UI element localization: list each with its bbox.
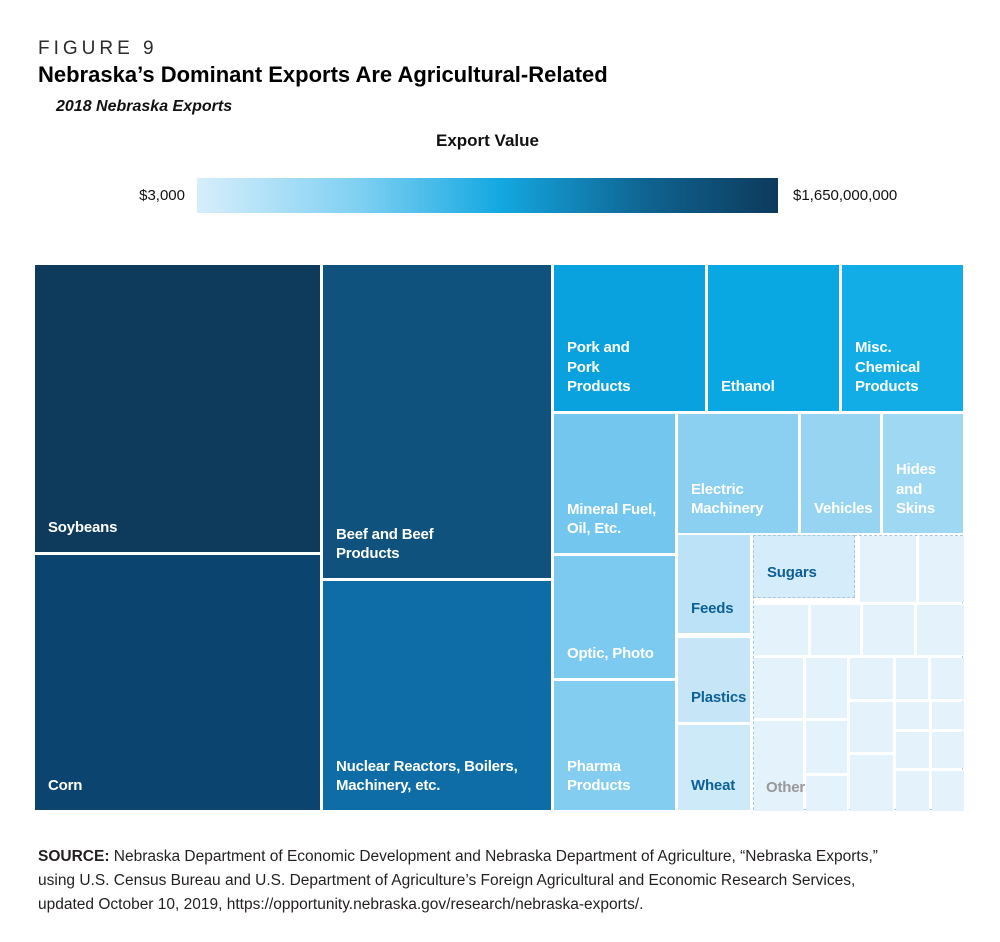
legend-max-label: $1,650,000,000 <box>793 187 898 204</box>
treemap-cell-other-item <box>806 776 847 811</box>
treemap-cell-other-item <box>850 755 893 811</box>
treemap-cell-other-item <box>754 658 803 718</box>
treemap-cell-label: Ethanol <box>721 377 775 395</box>
treemap-cell-other-item <box>932 771 964 811</box>
treemap-cell-hides-and-skins: Hides and Skins <box>883 414 963 533</box>
treemap-cell-label: Corn <box>48 776 83 794</box>
source-label: SOURCE: <box>38 848 110 865</box>
treemap-cell-label: Electric Machinery <box>691 480 764 517</box>
treemap-cell-other-item <box>806 721 847 773</box>
treemap-cell-other-item <box>863 605 914 655</box>
treemap-cell-nuclear-reactors-boilers-machinery: Nuclear Reactors, Boilers, Machinery, et… <box>323 581 551 810</box>
treemap-cell-label: Soybeans <box>48 518 118 536</box>
treemap-cell-ethanol: Ethanol <box>708 265 839 411</box>
treemap-cell-optic-photo: Optic, Photo <box>554 556 675 678</box>
treemap-cell-label: Pharma Products <box>567 757 631 794</box>
treemap-group-other: Other <box>753 535 964 811</box>
treemap-cell-mineral-fuel-oil: Mineral Fuel, Oil, Etc. <box>554 414 675 553</box>
treemap-cell-feeds: Feeds <box>678 535 750 633</box>
treemap-cell-other-item <box>754 605 808 655</box>
treemap-cell-other-item <box>931 658 964 699</box>
treemap-cell-other-item <box>932 702 964 729</box>
treemap-cell-label: Optic, Photo <box>567 644 654 662</box>
figure-label: FIGURE 9 <box>38 38 158 59</box>
treemap-cell-other-item <box>850 702 893 752</box>
treemap: Other Soybeans Corn Beef and Beef Products N… <box>35 265 964 811</box>
treemap-cell-label: Nuclear Reactors, Boilers, Machinery, et… <box>336 757 518 794</box>
treemap-cell-electric-machinery: Electric Machinery <box>678 414 798 533</box>
treemap-cell-corn: Corn <box>35 555 320 810</box>
treemap-cell-other-item <box>754 721 803 811</box>
treemap-cell-misc-chemical-products: Misc. Chemical Products <box>842 265 963 411</box>
legend-gradient-bar <box>197 178 778 213</box>
figure-subtitle: 2018 Nebraska Exports <box>56 98 233 115</box>
treemap-cell-other-item <box>896 658 928 699</box>
treemap-cell-label: Hides and Skins <box>896 461 936 517</box>
treemap-cell-label: Pork and Pork Products <box>567 339 631 395</box>
treemap-cell-vehicles: Vehicles <box>801 414 880 533</box>
treemap-cell-other-item <box>850 658 893 699</box>
legend-min-label: $3,000 <box>139 187 185 204</box>
treemap-cell-other-item <box>896 732 929 768</box>
treemap-cell-label: Mineral Fuel, Oil, Etc. <box>567 500 657 537</box>
source-text: Nebraska Department of Economic Developm… <box>38 848 878 913</box>
treemap-cell-label: Feeds <box>691 599 734 617</box>
legend-title: Export Value <box>436 131 539 150</box>
treemap-cell-wheat: Wheat <box>678 725 750 810</box>
treemap-cell-label: Vehicles <box>814 499 873 517</box>
treemap-cell-other-item <box>860 536 916 602</box>
treemap-cell-other-item <box>896 771 929 811</box>
treemap-cell-beef-and-beef-products: Beef and Beef Products <box>323 265 551 578</box>
treemap-cell-label: Sugars <box>767 563 817 581</box>
treemap-cell-label: Wheat <box>691 776 736 794</box>
treemap-cell-other-item <box>932 732 964 768</box>
treemap-cell-other-item <box>811 605 860 655</box>
treemap-cell-label: Beef and Beef Products <box>336 525 434 562</box>
treemap-cell-pharma-products: Pharma Products <box>554 681 675 810</box>
treemap-cell-other-item <box>917 605 964 655</box>
treemap-cell-other-label: Other <box>766 779 806 796</box>
treemap-cell-plastics: Plastics <box>678 638 750 722</box>
treemap-cell-sugars: Sugars <box>753 535 855 598</box>
treemap-cell-other-item <box>896 702 929 729</box>
treemap-cell-other-item <box>806 658 847 718</box>
treemap-cell-soybeans: Soybeans <box>35 265 320 552</box>
treemap-cell-label: Misc. Chemical Products <box>855 339 921 395</box>
figure-title: Nebraska’s Dominant Exports Are Agricult… <box>38 62 608 87</box>
treemap-cell-label: Plastics <box>691 688 747 706</box>
treemap-cell-other-item <box>919 536 964 602</box>
treemap-cell-pork-and-pork-products: Pork and Pork Products <box>554 265 705 411</box>
source-note: SOURCE: Nebraska Department of Economic … <box>38 845 968 917</box>
